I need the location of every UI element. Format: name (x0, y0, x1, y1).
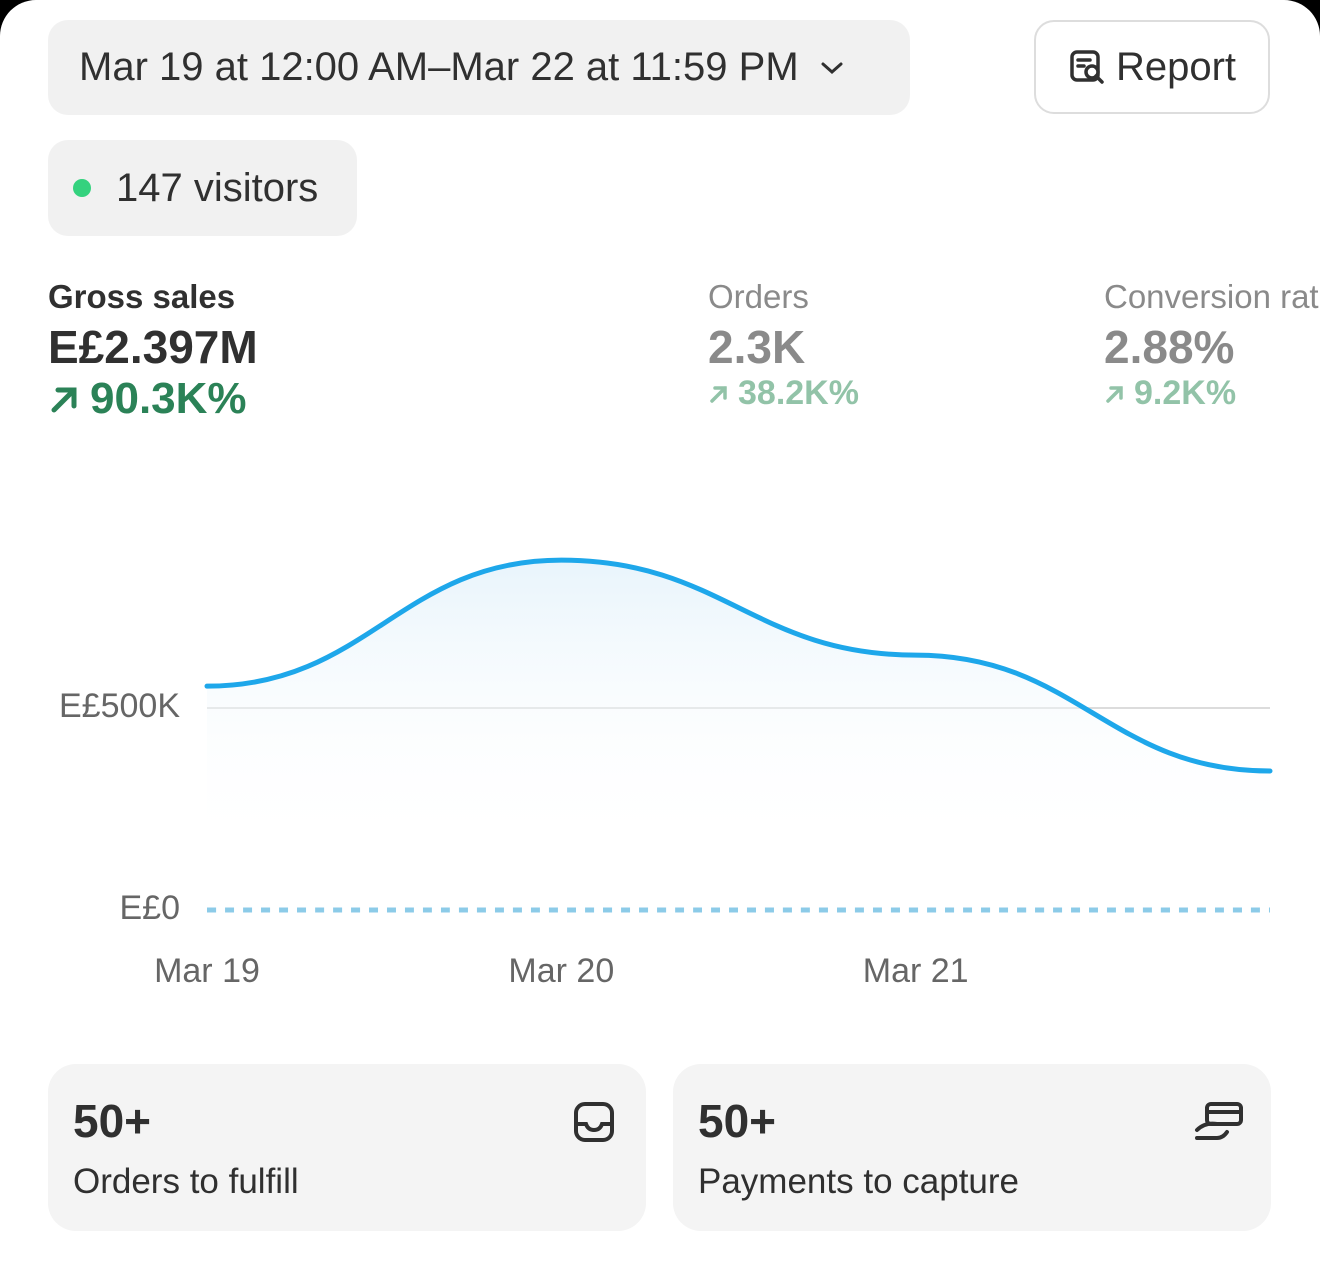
card-value: 50+ (698, 1095, 777, 1147)
metric-orders[interactable]: Orders 2.3K 38.2K% (708, 278, 859, 413)
y-tick-label: E£0 (120, 889, 181, 927)
chevron-icon (821, 62, 843, 74)
card-label: Payments to capture (698, 1162, 1019, 1201)
payments-card[interactable]: 50+ Payments to capture (673, 1064, 1271, 1231)
x-tick-label: Mar 20 (508, 952, 614, 990)
metric-gross-sales[interactable]: Gross sales E£2.397M 90.3K% (48, 278, 258, 424)
area-fill (207, 560, 1270, 850)
orders-card[interactable]: 50+ Orders to fulfill (48, 1064, 646, 1231)
live-dot (73, 179, 91, 197)
payment-icon (1195, 1102, 1243, 1140)
metric-change-row: 38.2K% (708, 374, 859, 413)
report-label: Report (1115, 44, 1237, 89)
metric-change: 38.2K% (738, 374, 859, 412)
metric-change-row: 9.2K% (1104, 374, 1320, 413)
inbox-icon (574, 1102, 614, 1142)
metric-value: E£2.397M (48, 321, 258, 373)
metric-change-row: 90.3K% (48, 374, 258, 424)
metric-value: 2.3K (708, 321, 806, 373)
sales-chart: E£0 E£500K Mar 19 Mar 20 Mar 21 (59, 557, 1273, 990)
date-range-selector[interactable]: Mar 19 at 12:00 AM–Mar 22 at 11:59 PM (48, 20, 910, 115)
x-tick-label: Mar 21 (863, 952, 969, 990)
y-tick-label: E£500K (59, 687, 180, 725)
date-range-text: Mar 19 at 12:00 AM–Mar 22 at 11:59 PM (79, 45, 799, 89)
card-label: Orders to fulfill (73, 1162, 299, 1201)
metric-conversion[interactable]: Conversion rate 2.88% 9.2K% (1104, 278, 1320, 413)
card-value: 50+ (73, 1095, 152, 1147)
report-icon (1070, 50, 1104, 84)
report-button[interactable]: Report (1034, 20, 1270, 114)
sales-line (204, 557, 1273, 774)
metric-value: 2.88% (1104, 321, 1235, 373)
metric-label: Orders (708, 278, 809, 315)
visitors-pill[interactable]: 147 visitors (48, 140, 357, 236)
visitors-text: 147 visitors (116, 165, 319, 210)
metric-label: Gross sales (48, 278, 236, 315)
up-arrow (710, 385, 727, 403)
up-arrow (51, 387, 77, 413)
up-arrow (1106, 385, 1123, 403)
x-tick-label: Mar 19 (154, 952, 260, 990)
metric-label: Conversion rate (1104, 278, 1320, 315)
metric-change: 9.2K% (1134, 374, 1237, 412)
metric-change: 90.3K% (90, 374, 247, 423)
